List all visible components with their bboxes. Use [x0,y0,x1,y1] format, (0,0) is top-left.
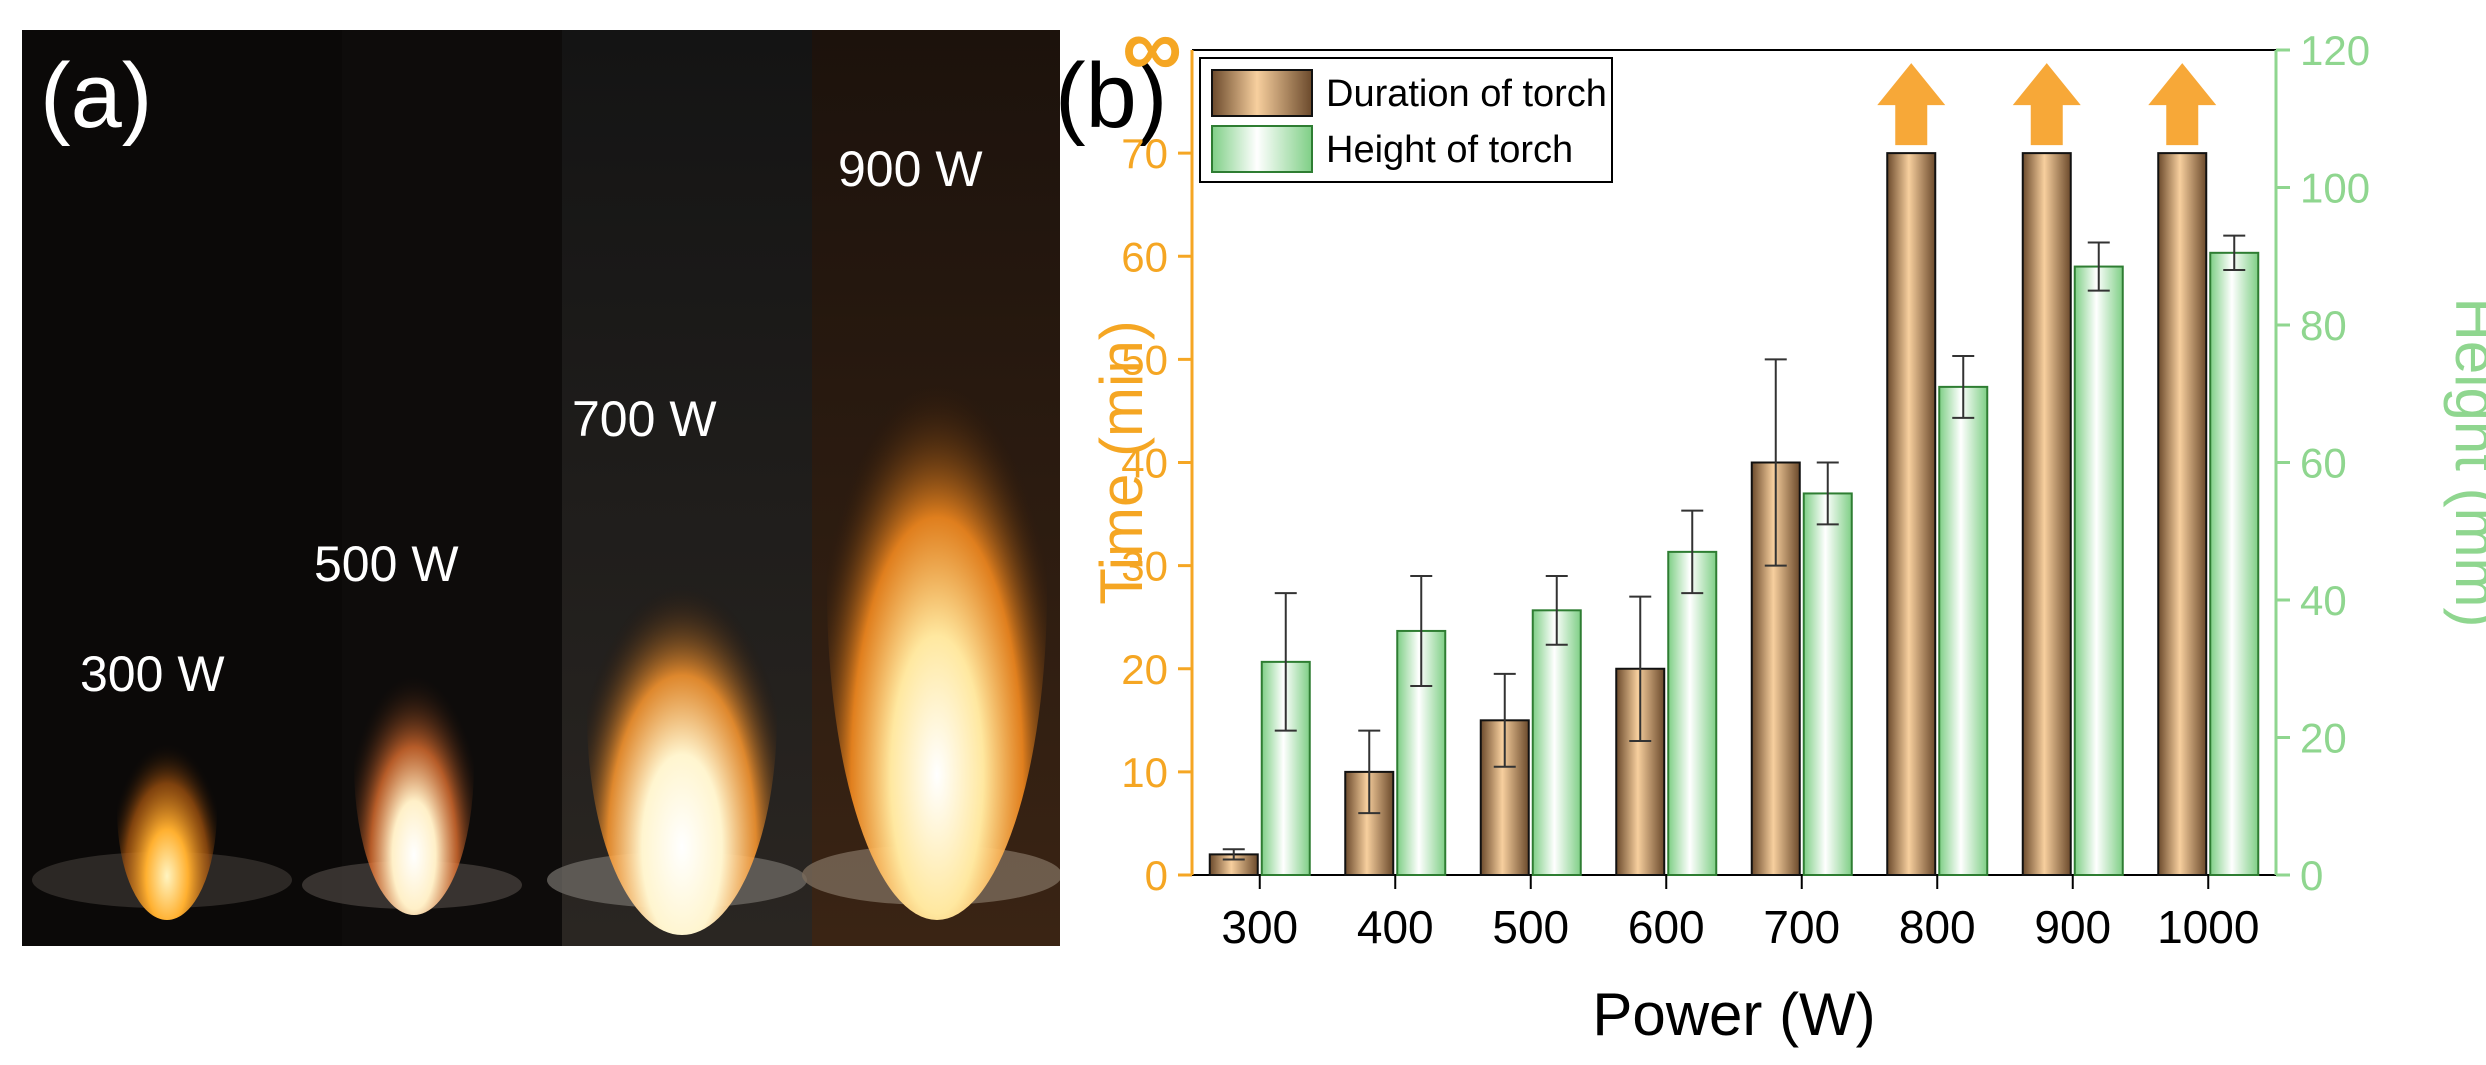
bar-height [1938,385,1989,876]
x-tick-label: 400 [1357,901,1434,953]
left-tick-label: 70 [1121,130,1168,177]
panel-b-label: (b) [1055,45,1168,147]
x-tick-label: 500 [1492,901,1569,953]
panel-a-label: (a) [40,45,153,147]
bar-height [1531,609,1582,876]
x-tick-label: 300 [1221,901,1298,953]
left-tick-label: 40 [1121,440,1168,487]
up-arrow-icon [2012,63,2081,146]
photo-label-300w: 300 W [80,646,225,702]
photo-label-700w: 700 W [572,391,717,447]
torch-photo-panel [22,30,1060,946]
right-tick-label: 0 [2300,852,2323,899]
right-tick-label: 20 [2300,715,2347,762]
right-tick-label: 80 [2300,302,2347,349]
x-axis-title: Power (W) [1592,981,1875,1048]
x-tick-label: 1000 [2157,901,2259,953]
photo-label-900w: 900 W [838,141,983,197]
bar-height [2073,265,2124,876]
legend-swatch-duration [1211,69,1313,117]
x-tick-label: 600 [1628,901,1705,953]
left-tick-label: 20 [1121,646,1168,693]
bar-duration [2157,152,2208,876]
legend-label-duration: Duration of torch [1326,73,1607,115]
left-tick-label: 0 [1145,852,1168,899]
right-tick-label: 120 [2300,27,2370,74]
left-tick-label: 60 [1121,233,1168,280]
left-tick-label: 30 [1121,543,1168,590]
left-axis-title: Time (min) [1088,320,1155,604]
left-tick-label: 10 [1121,749,1168,796]
bar-height [1802,492,1853,876]
x-tick-label: 800 [1899,901,1976,953]
right-tick-label: 100 [2300,165,2370,212]
x-tick-label: 700 [1763,901,1840,953]
legend-label-height: Height of torch [1326,129,1573,171]
bar-duration [1886,152,1937,876]
bar-height [1667,550,1718,876]
left-tick-label: 50 [1121,336,1168,383]
photo-label-500w: 500 W [314,536,459,592]
up-arrow-icon [1877,63,1946,146]
right-tick-label: 40 [2300,577,2347,624]
right-axis-title: Height (mm) [2443,297,2486,627]
right-tick-label: 60 [2300,440,2347,487]
legend-swatch-height [1211,125,1313,173]
bar-duration [2021,152,2072,876]
up-arrow-icon [2148,63,2217,146]
infinity-icon: ∞ [1122,0,1182,94]
x-tick-label: 900 [2034,901,2111,953]
bar-height [2209,251,2260,876]
torch-photos [22,30,1060,946]
